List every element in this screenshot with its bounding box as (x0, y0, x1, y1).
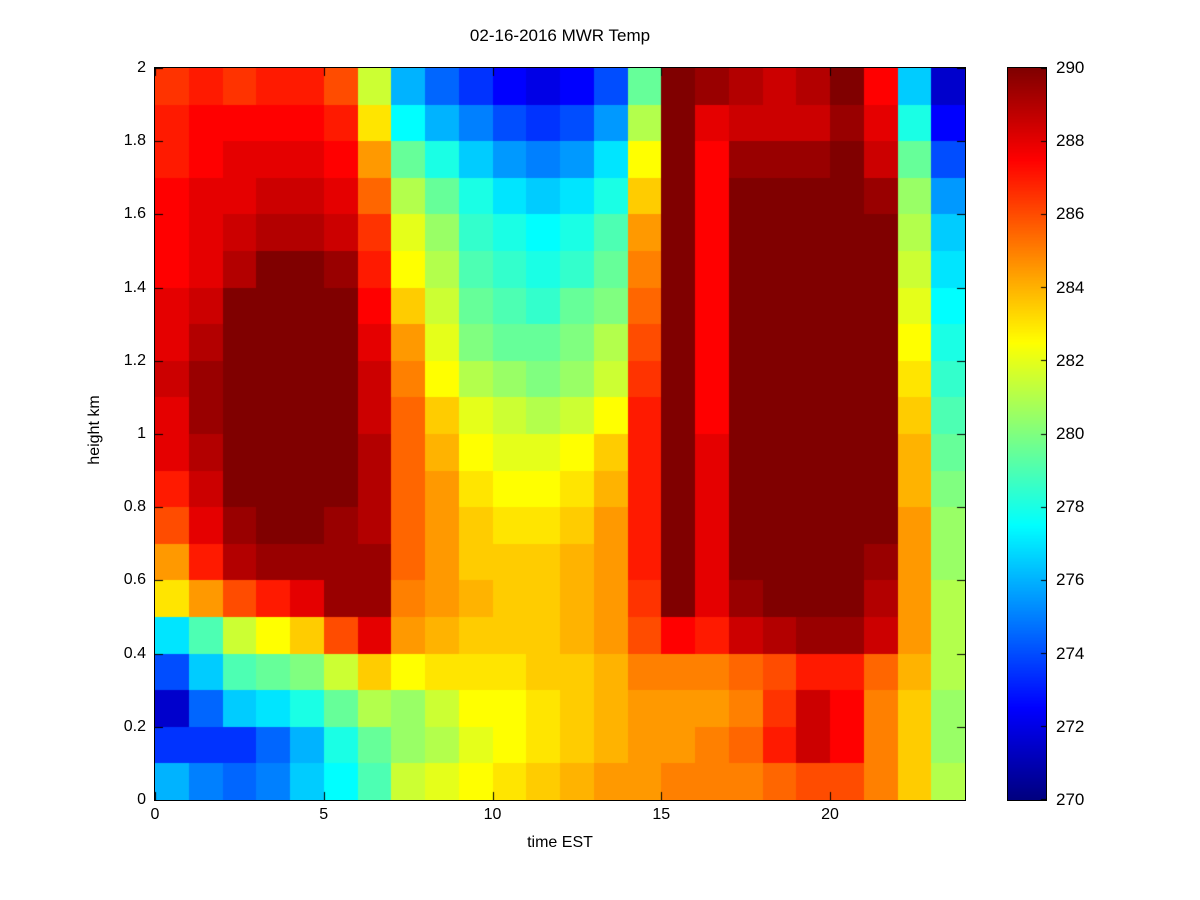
x-tick-label: 5 (319, 806, 329, 823)
y-tick-label: 0.6 (123, 571, 146, 589)
y-tick-label: 1.8 (123, 132, 146, 150)
colorbar-canvas (1008, 68, 1046, 800)
plot-area (154, 67, 966, 801)
colorbar-tick-label: 276 (1056, 570, 1085, 590)
y-tick-label: 0.4 (123, 644, 146, 662)
y-tick-label: 1.6 (123, 205, 146, 223)
x-tick-label: 15 (652, 806, 671, 823)
y-tick-label: 0.8 (123, 498, 146, 516)
colorbar-tick-label: 272 (1056, 716, 1085, 736)
y-tick-label: 2 (137, 59, 146, 76)
y-tick-label: 1 (137, 425, 146, 442)
x-tick-label: 20 (821, 806, 839, 823)
colorbar-tick-label: 290 (1056, 58, 1085, 77)
colorbar-tick-label: 280 (1056, 424, 1085, 443)
y-tick-label: 1.4 (123, 278, 146, 296)
x-tick-label: 0 (150, 806, 160, 823)
colorbar-tick-label: 288 (1056, 131, 1085, 151)
y-tick-label: 0.2 (123, 717, 146, 735)
colorbar-tick-label: 274 (1056, 643, 1085, 663)
chart-title: 02-16-2016 MWR Temp (469, 26, 651, 45)
y-tick-label: 0 (137, 791, 146, 808)
y-tick-label: 1.2 (123, 351, 146, 369)
colorbar-tick-label: 286 (1056, 204, 1085, 224)
colorbar (1007, 67, 1047, 801)
colorbar-tick-label: 270 (1056, 790, 1085, 809)
x-tick-label: 10 (483, 806, 502, 823)
colorbar-tick-label: 278 (1056, 497, 1085, 517)
heatmap-canvas (155, 68, 965, 800)
colorbar-tick-label: 284 (1056, 277, 1085, 297)
x-axis-label: time EST (527, 834, 593, 851)
colorbar-tick-label: 282 (1056, 350, 1085, 370)
